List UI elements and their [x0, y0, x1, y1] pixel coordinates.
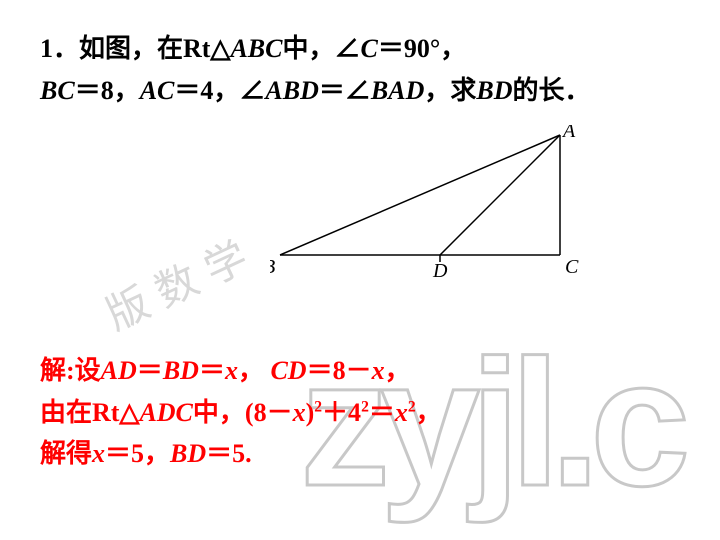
solution: 解:设AD＝BD＝x， CD＝8－x， 由在Rt△ADC中，(8－x)2＋42＝… [40, 350, 680, 475]
var-ac: AC [140, 76, 175, 105]
var-ad: AD [101, 356, 137, 385]
label-c: C [565, 256, 579, 278]
exp: 2 [408, 398, 416, 415]
text: ＝5. [206, 439, 252, 468]
text: 由在Rt△ [40, 398, 139, 427]
line-ab [280, 135, 560, 255]
var-cd: CD [270, 356, 306, 385]
triangle-diagram: A B C D [270, 125, 590, 285]
exp: 2 [314, 398, 322, 415]
text: ＝ [137, 356, 163, 385]
text: 解得 [40, 439, 92, 468]
var-abd: ABD [265, 76, 318, 105]
text: ＝∠ [319, 76, 371, 105]
label-d: D [432, 260, 448, 282]
text: 解:设 [40, 356, 101, 385]
label-a: A [561, 125, 576, 142]
watermark-diagonal: 版数学 [95, 219, 268, 343]
label-b: B [270, 256, 275, 278]
text: ，求 [424, 76, 476, 105]
text: ＝8－ [307, 356, 372, 385]
var-bd: BD [170, 439, 206, 468]
text: ， [416, 398, 442, 427]
line-ad [440, 135, 560, 255]
text: ＝4，∠ [174, 76, 265, 105]
text: 中，(8－ [193, 398, 293, 427]
text: 的长． [513, 76, 591, 105]
text: 1．如图，在Rt△ [40, 34, 230, 63]
exp: 2 [361, 398, 369, 415]
text: ＝8， [75, 76, 140, 105]
var-bad: BAD [371, 76, 424, 105]
var-x: x [372, 356, 385, 385]
var-c: C [360, 34, 377, 63]
text: ＝ [199, 356, 225, 385]
text: ， [385, 356, 411, 385]
text: ＝90°， [378, 34, 466, 63]
var-x: x [92, 439, 105, 468]
text: ＝ [369, 398, 395, 427]
var-x: x [225, 356, 238, 385]
var-bd: BD [476, 76, 512, 105]
text: 中，∠ [282, 34, 360, 63]
var-abc: ABC [230, 34, 282, 63]
text: ＋4 [322, 398, 361, 427]
var-x: x [293, 398, 306, 427]
var-bd: BD [163, 356, 199, 385]
var-bc: BC [40, 76, 75, 105]
var-x: x [395, 398, 408, 427]
text: ＝5， [105, 439, 170, 468]
text: ， [238, 356, 264, 385]
problem-statement: 1．如图，在Rt△ABC中，∠C＝90°， BC＝8，AC＝4，∠ABD＝∠BA… [40, 28, 680, 111]
var-adc: ADC [139, 398, 192, 427]
text: ) [306, 398, 315, 427]
